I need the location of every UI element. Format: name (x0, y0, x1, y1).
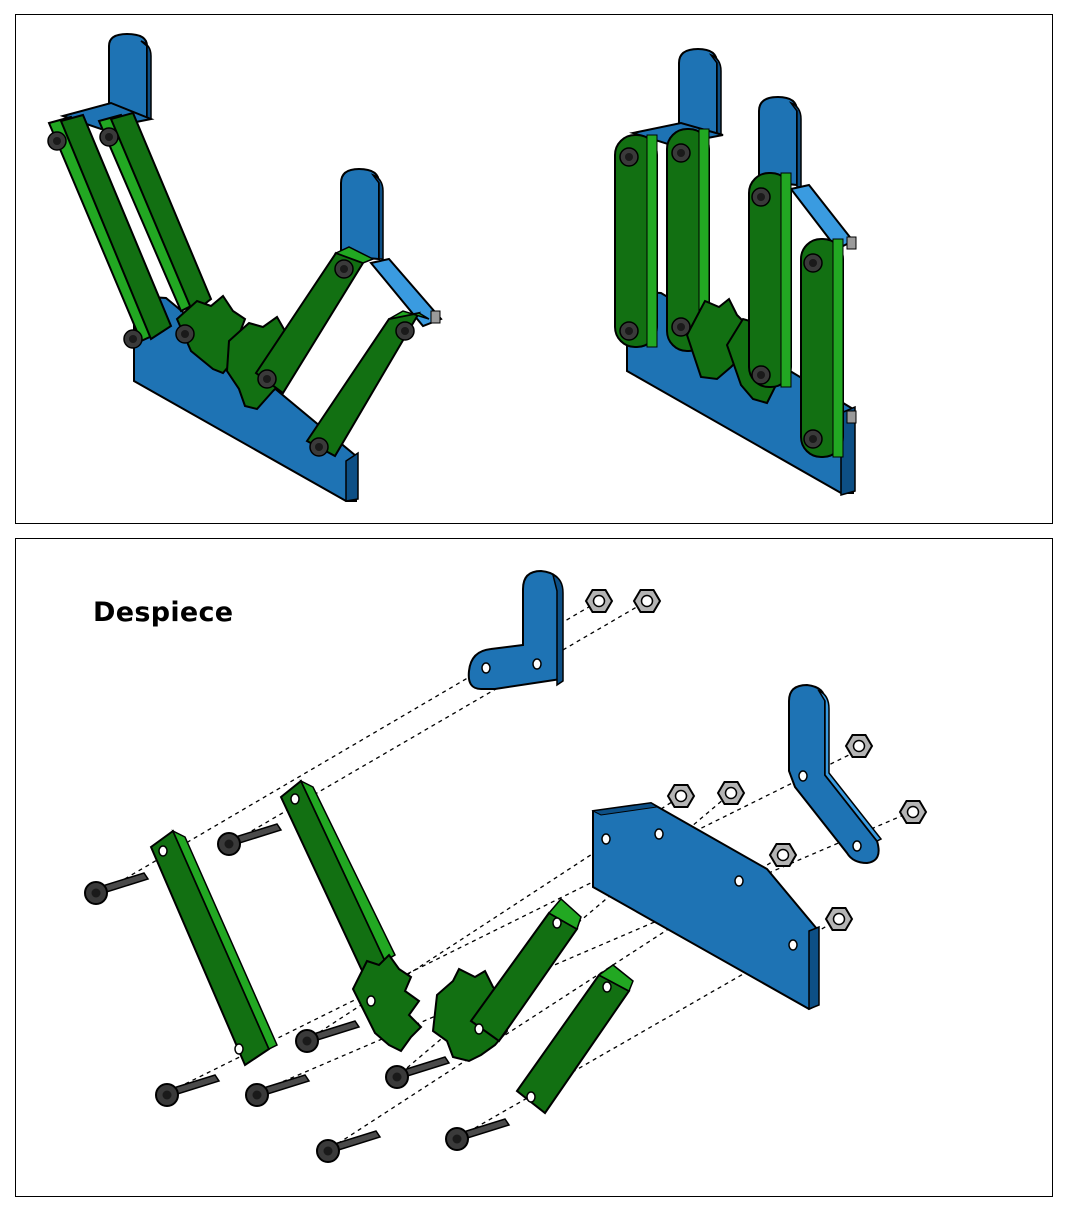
right-link-1 (614, 134, 658, 348)
assembled-views-drawing (47, 32, 857, 502)
right-assembly (614, 47, 857, 496)
exploded-view-drawing (84, 569, 927, 1163)
bolt-head-icon (751, 365, 771, 385)
bolt-head-icon (751, 187, 771, 207)
left-link-outer (47, 113, 173, 349)
left-assembly (47, 32, 443, 502)
bolt-head-icon (671, 317, 691, 337)
bolt-head-icon (619, 147, 639, 167)
nut-icon (667, 784, 695, 808)
bolt-head-icon (47, 131, 67, 151)
bolt-icon (245, 1074, 310, 1107)
bolt-icon (316, 1130, 381, 1163)
link-b-gear (279, 779, 423, 1053)
bolt-head-icon (671, 143, 691, 163)
link-d (515, 964, 634, 1115)
large-l-bracket (788, 683, 883, 865)
left-upright-bracket-1 (59, 32, 155, 131)
nut-icon (585, 589, 613, 613)
nut-icon (845, 734, 873, 758)
bolt-icon (385, 1056, 450, 1089)
small-l-bracket (467, 569, 564, 690)
right-upright-bracket-2 (758, 95, 855, 251)
bolt-head-icon (803, 429, 823, 449)
nut-icon (717, 781, 745, 805)
stud-end-icon (846, 410, 857, 424)
exploded-view-panel: Despiece (15, 538, 1053, 1197)
right-link-4 (800, 236, 857, 458)
nut-icon (633, 589, 661, 613)
link-c-gear (431, 897, 582, 1063)
left-upright-bracket-2 (340, 167, 443, 328)
assembled-views-panel (15, 14, 1053, 524)
left-link-gear (97, 111, 247, 375)
stud-end-icon (430, 310, 441, 324)
base-plate (591, 801, 820, 1011)
bolt-head-icon (395, 321, 415, 341)
bolt-icon (217, 823, 282, 856)
nut-icon (825, 907, 853, 931)
bolt-icon (84, 872, 149, 905)
right-link-gear (225, 246, 375, 411)
bolt-head-icon (99, 127, 119, 147)
right-link-3-gear (725, 172, 792, 405)
bolt-head-icon (123, 329, 143, 349)
nut-icon (769, 843, 797, 867)
bolt-head-icon (803, 253, 823, 273)
bolt-head-icon (257, 369, 277, 389)
bolt-head-icon (619, 321, 639, 341)
bolt-head-icon (334, 259, 354, 279)
bolt-head-icon (309, 437, 329, 457)
right-link-outer (305, 310, 441, 458)
bolt-icon (445, 1118, 510, 1151)
exploded-view-title: Despiece (93, 597, 234, 628)
right-link-2-gear (666, 128, 749, 381)
bolt-head-icon (175, 324, 195, 344)
nut-icon (899, 800, 927, 824)
bolt-icon (295, 1020, 360, 1053)
stud-end-icon (846, 236, 857, 250)
bolt-icon (155, 1074, 220, 1107)
link-a (149, 829, 278, 1067)
